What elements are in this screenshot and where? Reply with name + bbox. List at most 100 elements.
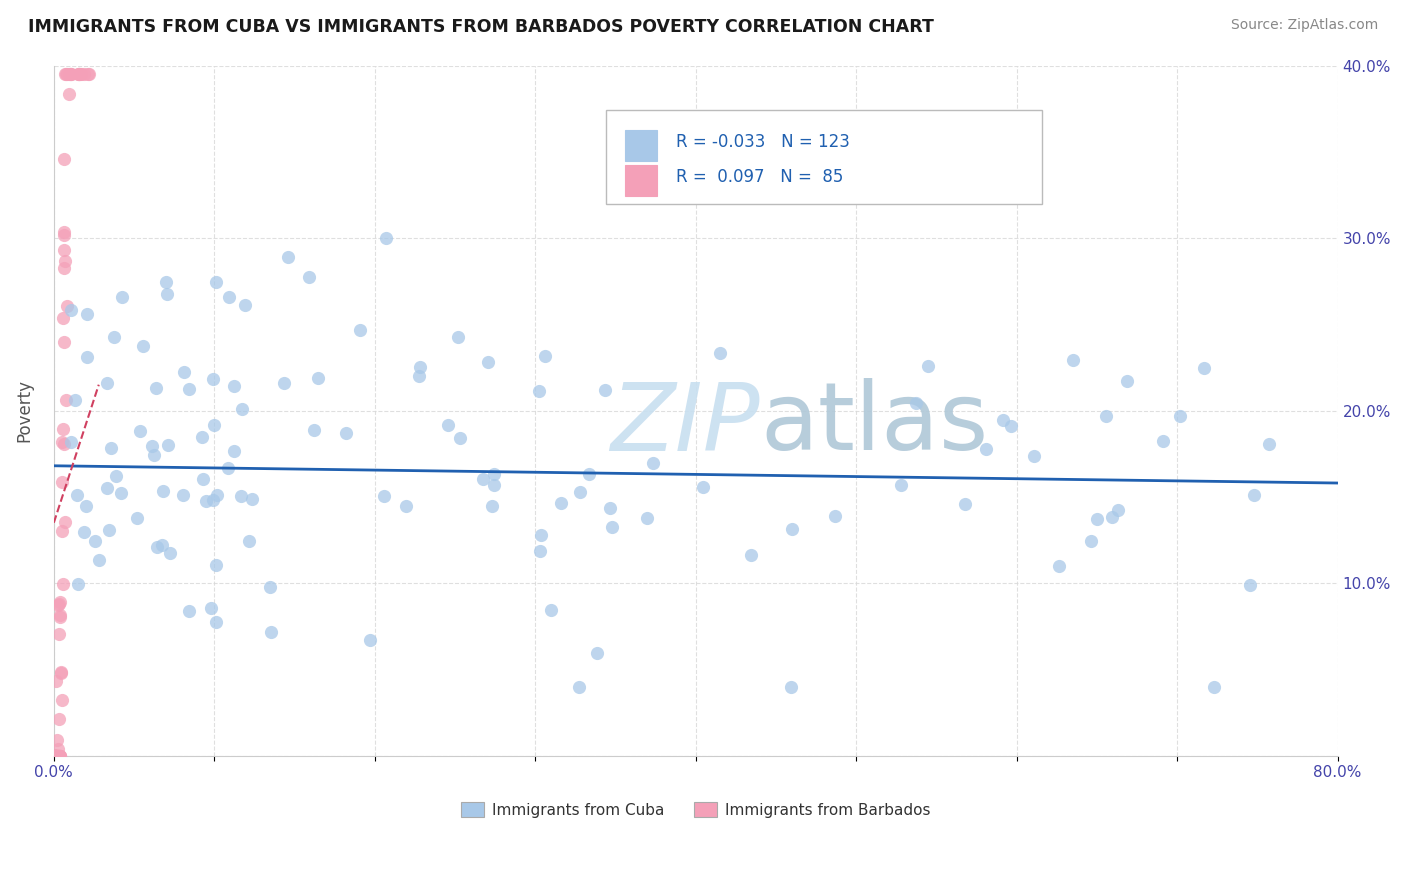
Point [59,67,82,81]
Point [53,334,76,349]
Point [273,376,295,391]
Point [77,67,100,81]
Point [477,354,499,368]
Point [484,467,506,481]
Point [482,478,505,492]
Point [993,413,1015,427]
Point [156,287,179,301]
Point [59,67,82,81]
Point [974,442,997,456]
Point [44,748,66,763]
Point [540,603,562,617]
Point [51,693,73,707]
Point [52,311,75,326]
Point [44,748,66,763]
Point [45,748,67,763]
Point [1095,409,1118,423]
Point [55,254,77,268]
Point [1085,512,1108,526]
Point [143,448,166,462]
Point [349,323,371,337]
Point [44,748,66,763]
Point [44,748,66,763]
Point [45,748,67,763]
Point [128,424,150,438]
Point [1101,510,1123,524]
Point [69,67,91,81]
Point [740,548,762,562]
Point [51,475,73,489]
Point [449,431,471,445]
Point [72,524,94,539]
Point [55,393,77,408]
Point [302,423,325,437]
Point [58,67,80,81]
Point [58,87,80,101]
Point [205,615,228,629]
Point [60,67,83,81]
Point [222,444,245,458]
Point [527,384,550,398]
Point [96,376,118,391]
Point [177,604,200,618]
Text: ZIP: ZIP [610,379,759,470]
Point [200,601,222,615]
Text: R =  0.097   N =  85: R = 0.097 N = 85 [676,168,844,186]
Point [53,225,76,239]
Point [780,522,803,536]
Point [65,392,87,407]
Point [205,558,228,573]
Point [46,748,69,763]
Point [49,748,72,763]
Point [52,421,75,435]
Point [46,598,69,612]
Point [1202,680,1225,694]
Point [359,632,381,647]
Point [259,580,281,594]
Point [46,748,69,763]
Point [105,469,128,483]
Point [52,577,75,591]
Point [152,538,174,552]
Point [48,712,70,726]
Point [395,500,418,514]
Point [578,467,600,482]
Point [48,598,70,612]
Point [374,231,396,245]
Point [1258,436,1281,450]
Point [1170,409,1192,423]
Point [46,748,69,763]
FancyBboxPatch shape [606,111,1042,203]
Point [240,492,263,507]
Point [692,480,714,494]
Point [44,748,66,763]
Point [159,546,181,560]
Point [204,275,226,289]
Point [67,67,90,81]
Point [471,472,494,486]
Point [529,544,551,558]
Point [110,486,132,500]
Point [1239,578,1261,592]
Point [53,153,76,167]
Point [408,368,430,383]
Point [231,402,253,417]
Point [75,499,97,513]
Text: Source: ZipAtlas.com: Source: ZipAtlas.com [1230,18,1378,32]
Point [44,748,66,763]
Point [60,303,83,318]
Point [48,748,70,763]
Point [49,748,72,763]
Point [238,534,260,549]
Point [45,748,67,763]
Point [481,499,503,513]
Point [45,748,67,763]
Point [56,299,79,313]
Point [44,748,66,763]
Point [76,350,98,364]
Point [217,461,239,475]
Point [49,665,72,679]
Point [569,485,592,500]
Point [172,488,194,502]
Point [1062,352,1084,367]
